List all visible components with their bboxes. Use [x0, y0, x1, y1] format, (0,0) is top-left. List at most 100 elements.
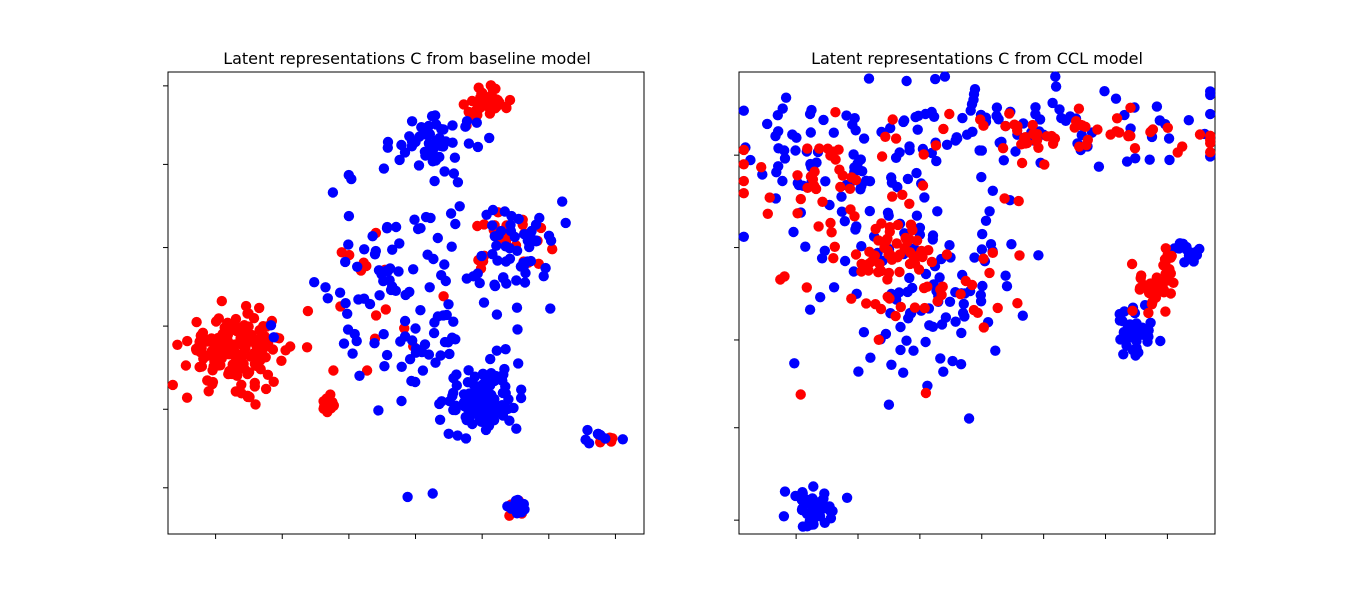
scatter-point: [911, 210, 923, 221]
scatter-point: [895, 301, 906, 313]
scatter-point: [1138, 279, 1150, 291]
scatter-point: [788, 226, 799, 238]
scatter-point: [254, 302, 265, 314]
scatter-point: [984, 206, 995, 217]
scatter-point: [808, 481, 819, 492]
scatter-point: [328, 400, 339, 411]
scatter-point: [817, 196, 828, 207]
scatter-point: [1205, 130, 1216, 141]
scatter-point: [484, 380, 496, 391]
scatter-point: [882, 274, 893, 285]
scatter-point: [196, 361, 208, 372]
scatter-point: [882, 207, 894, 218]
scatter-point: [525, 255, 537, 267]
scatter-point: [511, 423, 522, 434]
scatter-point: [892, 219, 904, 231]
scatter-point: [512, 324, 523, 335]
scatter-point: [968, 304, 980, 316]
scatter-point: [1126, 258, 1138, 270]
scatter-point: [543, 230, 555, 241]
scatter-point: [1110, 93, 1122, 104]
scatter-point: [1172, 147, 1183, 158]
scatter-point: [860, 175, 872, 186]
scatter-point: [990, 345, 1001, 356]
scatter-point: [977, 228, 988, 240]
scatter-point: [250, 399, 261, 410]
scatter-point: [801, 282, 812, 293]
scatter-point: [1016, 157, 1028, 169]
scatter-point: [534, 212, 545, 224]
scatter-point: [525, 228, 536, 239]
scatter-point: [1155, 335, 1166, 347]
scatter-point: [805, 127, 816, 138]
scatter-point: [850, 125, 861, 136]
scatter-point: [932, 206, 943, 217]
scatter-point: [951, 132, 962, 143]
scatter-point: [446, 332, 458, 343]
scatter-point: [1114, 315, 1126, 326]
scatter-point: [378, 163, 390, 174]
scatter-point: [280, 345, 291, 356]
scatter-point: [905, 219, 917, 230]
scatter-point: [394, 238, 405, 249]
scatter-point: [1160, 306, 1171, 317]
scatter-point: [873, 334, 884, 345]
scatter-point: [961, 129, 973, 140]
scatter-point: [320, 282, 331, 293]
scatter-point: [1000, 120, 1011, 132]
scatter-point: [410, 343, 422, 354]
scatter-point: [829, 241, 840, 252]
scatter-point: [513, 213, 524, 225]
scatter-point: [993, 114, 1004, 125]
scatter-point: [828, 282, 840, 293]
scatter-point: [436, 124, 447, 135]
scatter-point: [891, 238, 902, 249]
scatter-point: [890, 310, 901, 322]
scatter-point: [909, 302, 921, 313]
scatter-point: [492, 98, 503, 109]
scatter-point: [1013, 195, 1024, 207]
scatter-point: [254, 333, 265, 345]
scatter-point: [834, 164, 845, 175]
scatter-point: [182, 335, 193, 347]
scatter-point: [956, 327, 967, 339]
scatter-point: [492, 255, 503, 266]
scatter-point: [955, 359, 967, 370]
scatter-point: [884, 222, 896, 233]
scatter-point: [1092, 124, 1103, 135]
scatter-point: [347, 348, 358, 359]
scatter-point: [428, 143, 439, 154]
scatter-point: [309, 277, 320, 288]
scatter-point: [487, 204, 499, 216]
scatter-point: [895, 321, 906, 333]
scatter-point: [1105, 129, 1116, 140]
scatter-point: [428, 327, 440, 339]
scatter-point: [902, 173, 914, 185]
scatter-point: [260, 383, 272, 395]
scatter-point: [394, 154, 405, 166]
scatter-point: [830, 107, 841, 118]
scatter-point: [302, 305, 314, 317]
scatter-point: [421, 129, 432, 140]
scatter-point: [427, 488, 438, 499]
scatter-point: [443, 428, 454, 439]
scatter-point: [500, 381, 511, 392]
scatter-point: [858, 133, 870, 144]
scatter-point: [454, 201, 465, 212]
scatter-point: [469, 371, 481, 382]
scatter-point: [976, 171, 987, 183]
scatter-point: [855, 154, 866, 165]
scatter-point: [342, 324, 354, 335]
scatter-point: [504, 253, 516, 264]
scatter-point: [848, 266, 859, 277]
scatter-point: [475, 102, 486, 113]
scatter-point: [452, 177, 464, 188]
scatter-point: [900, 232, 911, 244]
scatter-point: [873, 267, 884, 278]
scatter-point: [462, 377, 474, 388]
scatter-point: [192, 342, 204, 353]
scatter-point: [850, 174, 862, 186]
scatter-point: [322, 293, 333, 304]
scatter-point: [380, 304, 391, 315]
scatter-point: [955, 289, 966, 300]
